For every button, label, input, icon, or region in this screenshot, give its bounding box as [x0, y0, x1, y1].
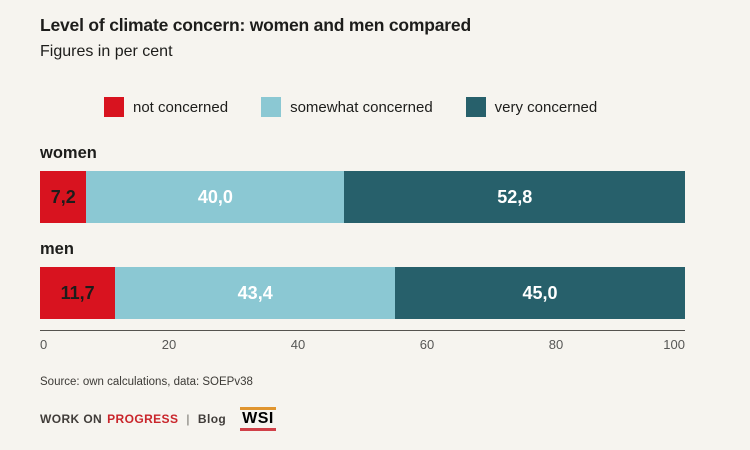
x-axis-line [40, 330, 685, 331]
legend-label: very concerned [494, 98, 598, 116]
bar-segment-men-very-concerned: 45,0 [395, 267, 685, 319]
chart-area: women 7,2 40,0 52,8 men 11,7 43,4 45,0 [40, 144, 685, 319]
source-note: Source: own calculations, data: SOEPv38 [40, 376, 253, 388]
legend-item-0: not concerned [104, 97, 228, 117]
legend-label: not concerned [133, 98, 229, 116]
brand-progress: PROGRESS [107, 412, 179, 426]
x-tick-label-0: 0 [40, 337, 48, 352]
bar-value-label: 7,2 [50, 186, 76, 207]
brand-blog-link[interactable]: Blog [197, 412, 227, 426]
x-tick-label-20: 20 [161, 337, 177, 352]
bar-value-label: 43,4 [237, 282, 273, 303]
bar-segment-women-very-concerned: 52,8 [344, 171, 685, 223]
x-tick-label-80: 80 [548, 337, 564, 352]
wsi-logo[interactable]: WSI [240, 407, 276, 431]
legend-item-2: very concerned [465, 97, 598, 117]
bar-segment-men-somewhat-concerned: 43,4 [115, 267, 396, 319]
x-tick-label-60: 60 [419, 337, 435, 352]
bar-value-label: 52,8 [497, 186, 533, 207]
category-label-men: men [40, 240, 74, 258]
stacked-bar-men: 11,7 43,4 45,0 [40, 267, 685, 319]
bar-value-label: 40,0 [197, 186, 233, 207]
stacked-bar-women: 7,2 40,0 52,8 [40, 171, 685, 223]
x-tick-label-40: 40 [290, 337, 306, 352]
category-label-women: women [40, 144, 97, 162]
legend: not concerned somewhat concerned very conc… [104, 97, 597, 117]
x-axis-ticks: 0 20 40 60 80 100 [40, 337, 685, 353]
brand-separator: | [186, 412, 190, 426]
brand-work-on: WORK ON [40, 412, 103, 426]
bar-segment-women-somewhat-concerned: 40,0 [86, 171, 345, 223]
bar-value-label: 45,0 [522, 282, 558, 303]
legend-swatch-icon [104, 97, 124, 117]
bar-segment-women-not-concerned: 7,2 [40, 171, 87, 223]
legend-label: somewhat concerned [290, 98, 433, 116]
x-tick-label-100: 100 [663, 337, 685, 352]
bar-value-label: 11,7 [60, 282, 95, 303]
bar-segment-men-not-concerned: 11,7 [40, 267, 116, 319]
chart-subtitle: Figures in per cent [40, 43, 173, 60]
footer-brand: WORK ON PROGRESS | Blog WSI [40, 407, 276, 431]
legend-swatch-icon [465, 97, 486, 117]
chart-title: Level of climate concern: women and men … [40, 15, 471, 35]
legend-item-1: somewhat concerned [261, 97, 433, 117]
legend-swatch-icon [261, 97, 282, 117]
